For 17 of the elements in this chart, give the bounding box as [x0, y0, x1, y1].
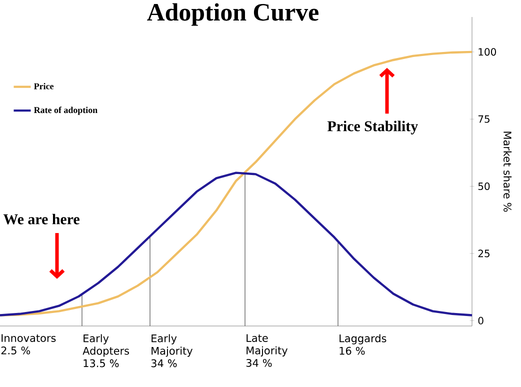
y-tick-label: 50 — [478, 182, 490, 190]
text: Early Majority 34 % — [151, 334, 193, 368]
y-tick-label: 100 — [478, 48, 496, 56]
chart-title: Adoption Curve — [147, 3, 318, 26]
annotation: We are here — [3, 214, 80, 224]
y-axis-title: Market share % — [504, 132, 512, 212]
text: Innovators 2.5 % — [1, 334, 56, 354]
legend-label: Price — [34, 82, 54, 90]
text: Late Majority 34 % — [246, 334, 288, 367]
text: Laggards 16 % — [340, 334, 386, 355]
line-series — [0, 172, 474, 316]
y-tick-label: 0 — [478, 316, 484, 324]
y-tick-label: 75 — [478, 115, 490, 123]
y-tick-label: 25 — [478, 250, 490, 258]
text: Early Adopters 13.5 % — [82, 334, 130, 368]
annotation: Price Stability — [327, 120, 418, 134]
legend-label: Rate of adoption — [34, 106, 98, 115]
